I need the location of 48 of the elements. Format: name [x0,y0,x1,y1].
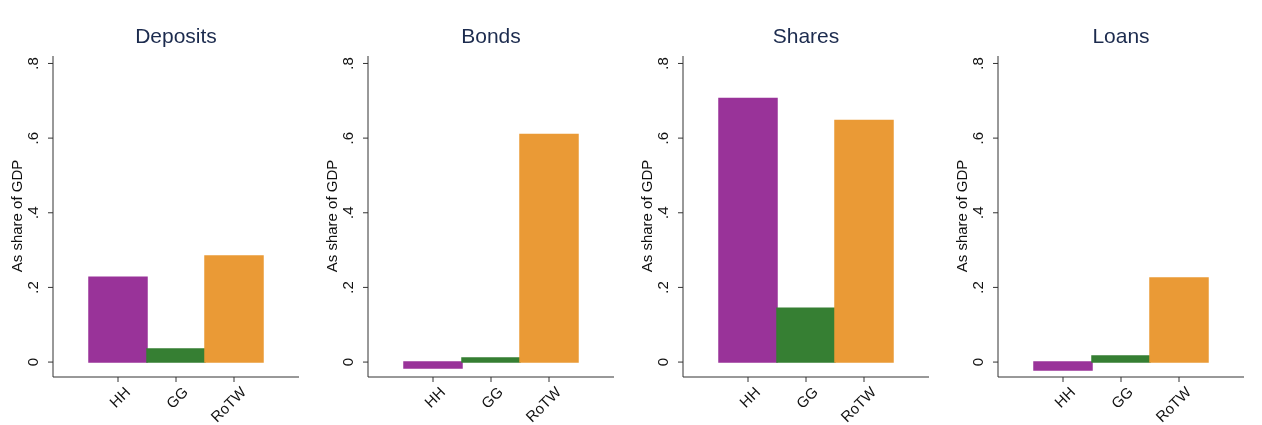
bar [1033,361,1093,371]
y-tick-label: .4 [24,206,41,220]
chart-title: Deposits [134,24,218,48]
bar [519,133,579,363]
y-tick-label: 0 [339,357,356,367]
x-tick-label: HH [1050,383,1079,411]
y-tick-label: .2 [969,281,986,294]
y-tick-label: .6 [339,131,356,145]
y-tick-label: .8 [654,57,671,70]
x-tick-label: HH [420,383,449,411]
y-axis-title: As share of GDP [637,159,655,273]
bar [461,357,521,363]
bar [834,119,894,363]
bar [88,276,148,363]
y-tick-label: .4 [654,206,671,220]
bar [1149,277,1209,363]
x-tick-label: GG [477,383,507,412]
y-axis-title: As share of GDP [7,159,25,273]
y-tick-label: .6 [969,131,986,145]
x-tick-label: GG [162,383,192,412]
y-tick-label: 0 [969,357,986,367]
x-tick-label: HH [735,383,764,411]
y-tick-label: .4 [339,206,356,220]
x-tick-label: GG [792,383,822,412]
y-tick-label: 0 [654,357,671,367]
x-tick-label: GG [1107,383,1137,412]
y-tick-label: .4 [969,206,986,220]
y-tick-label: .2 [24,281,41,294]
y-tick-label: .8 [339,57,356,70]
bar [146,348,206,363]
y-tick-label: .8 [969,57,986,70]
bar [403,361,463,369]
chart-title: Shares [771,24,841,48]
bar [1091,355,1151,363]
x-tick-label: HH [105,383,134,411]
y-tick-label: .6 [24,131,41,145]
bar [776,307,836,363]
y-tick-label: .2 [339,281,356,294]
y-tick-label: 0 [24,357,41,367]
chart-title: Bonds [460,24,522,48]
bar [718,97,778,363]
y-tick-label: .2 [654,281,671,294]
chart-title: Loans [1091,24,1151,48]
bar [204,255,264,363]
y-tick-label: .6 [654,131,671,145]
y-tick-label: .8 [24,57,41,70]
y-axis-title: As share of GDP [322,159,340,273]
y-axis-title: As share of GDP [952,159,970,273]
